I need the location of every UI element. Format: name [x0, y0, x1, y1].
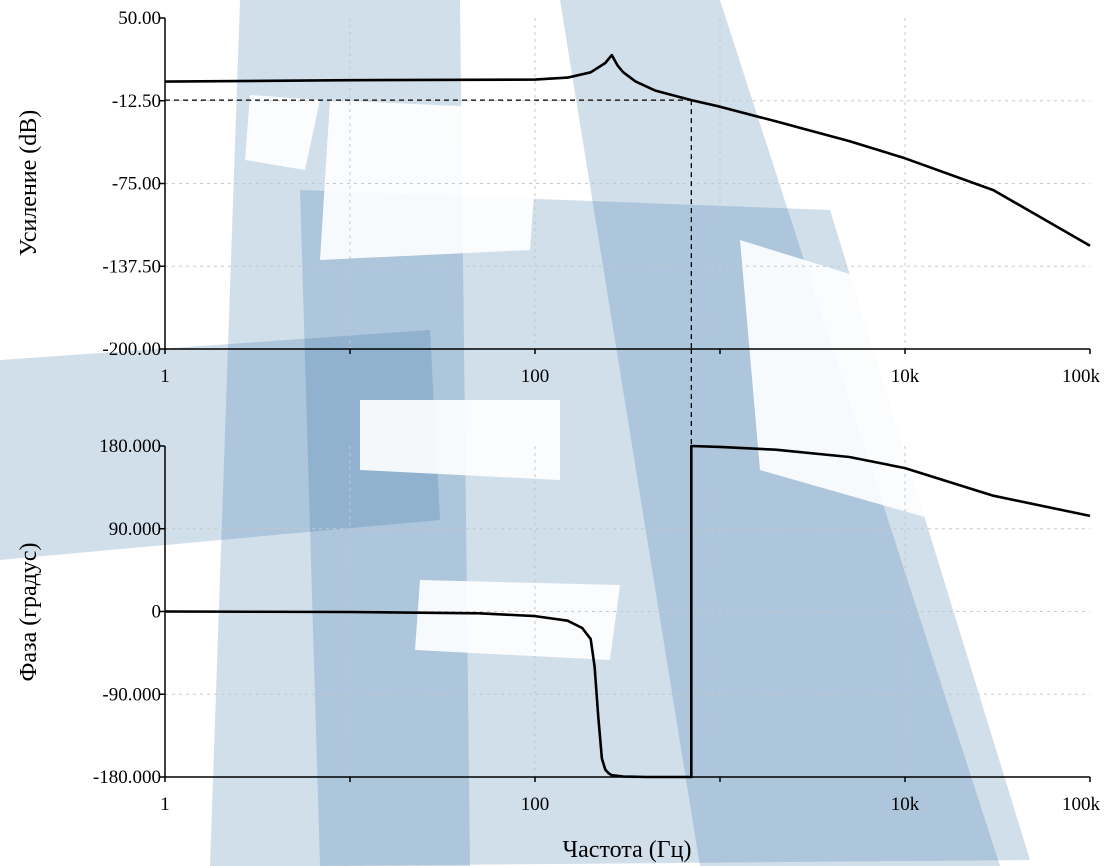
- gain-y-axis-title: Усиление (dB): [16, 110, 42, 257]
- gain-y-tick: 50.00: [118, 8, 161, 29]
- gain-grid: [165, 18, 1090, 349]
- phase-x-tick: 100: [521, 794, 550, 815]
- phase-axes: [160, 445, 1091, 782]
- gain-y-tick: -75.00: [112, 174, 161, 195]
- phase-y-tick: 0: [152, 602, 162, 623]
- phase-y-tick: 180.000: [99, 436, 161, 457]
- phase-x-ticks: 1 100 10k 100k: [160, 794, 1100, 815]
- phase-curve: [164, 444, 1091, 779]
- phase-x-tick: 10k: [891, 794, 920, 815]
- phase-y-ticks: 180.000 90.000 0 -90.000 -180.000: [93, 436, 161, 788]
- gain-x-tick: 1: [160, 366, 170, 387]
- phase-y-axis-title: Фаза (градус): [16, 542, 42, 681]
- gain-y-tick: -12.50: [112, 91, 161, 112]
- phase-x-tick: 1: [160, 794, 170, 815]
- gain-y-tick: -137.50: [102, 256, 161, 277]
- phase-y-tick: -90.000: [102, 684, 161, 705]
- phase-grid: [165, 446, 1090, 777]
- gain-panel: 50.00 -12.50 -75.00 -137.50 -200.00 1 10…: [16, 8, 1101, 387]
- gain-x-tick: 100k: [1062, 366, 1101, 387]
- gain-axes: [160, 17, 1091, 354]
- phase-x-tick: 100k: [1062, 794, 1101, 815]
- watermark-logo: [0, 0, 1030, 866]
- gain-marker: [165, 99, 692, 349]
- phase-panel: 180.000 90.000 0 -90.000 -180.000 1 100 …: [16, 349, 1101, 863]
- x-axis-title: Частота (Гц): [563, 837, 692, 863]
- gain-x-tick: 10k: [891, 366, 920, 387]
- phase-y-tick: -180.000: [93, 767, 161, 788]
- gain-x-tick: 100: [521, 366, 550, 387]
- gain-x-ticks: 1 100 10k 100k: [160, 366, 1100, 387]
- phase-y-tick: 90.000: [109, 519, 161, 540]
- gain-y-tick: -200.00: [102, 339, 161, 360]
- gain-y-ticks: 50.00 -12.50 -75.00 -137.50 -200.00: [102, 8, 161, 360]
- gain-curve: [164, 53, 1091, 247]
